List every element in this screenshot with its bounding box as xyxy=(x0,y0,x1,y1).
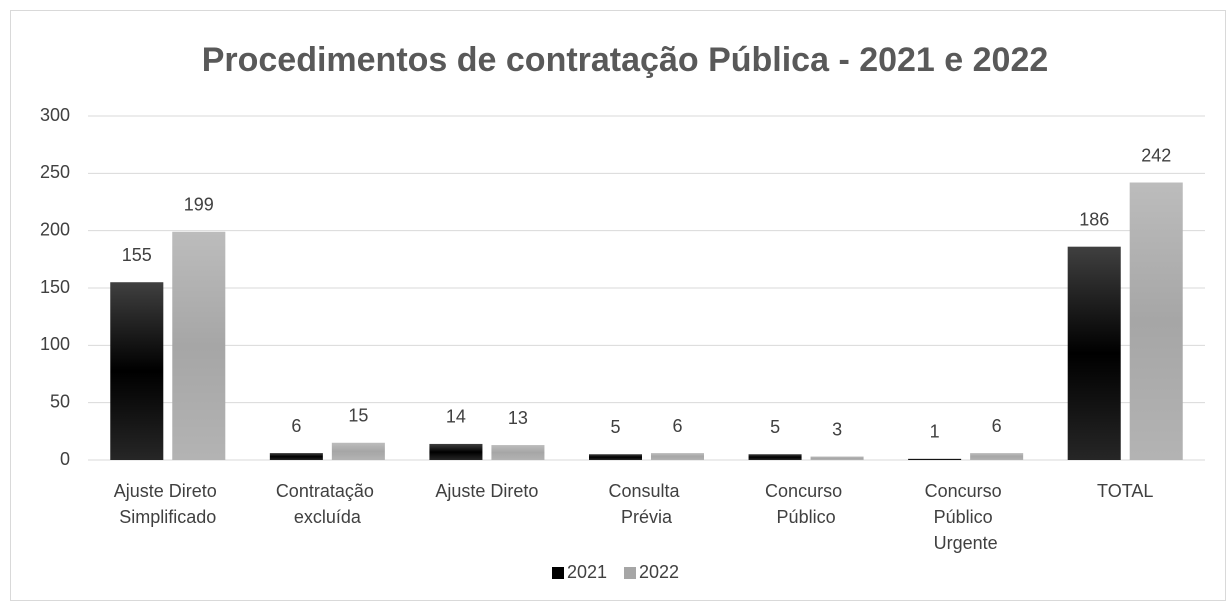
x-tick-label: TOTAL xyxy=(1097,481,1153,501)
data-label: 14 xyxy=(446,407,466,427)
legend-swatch xyxy=(624,567,636,579)
bar xyxy=(810,456,864,460)
bar xyxy=(1067,246,1121,460)
y-tick-label: 200 xyxy=(40,219,70,239)
data-label: 155 xyxy=(122,245,152,265)
bar xyxy=(970,453,1024,460)
legend-label: 2022 xyxy=(639,562,679,582)
data-label: 6 xyxy=(992,416,1002,436)
y-tick-label: 100 xyxy=(40,334,70,354)
data-label: 199 xyxy=(184,195,214,215)
bar xyxy=(748,454,802,460)
x-tick-label: Ajuste Direto xyxy=(435,481,538,501)
bar xyxy=(491,445,545,460)
x-tick-label: Contratação excluída xyxy=(276,481,379,527)
bar xyxy=(589,454,642,460)
y-tick-label: 250 xyxy=(40,162,70,182)
bar xyxy=(269,453,323,460)
x-tick-label: Ajuste Direto Simplificado xyxy=(114,481,222,527)
data-label: 15 xyxy=(348,406,368,426)
chart-title: Procedimentos de contratação Pública - 2… xyxy=(202,41,1049,79)
y-tick-label: 300 xyxy=(40,105,70,125)
data-label: 186 xyxy=(1079,209,1109,229)
x-tick-label: Concurso Público xyxy=(765,481,847,527)
y-tick-label: 0 xyxy=(60,449,70,469)
bar xyxy=(429,443,483,460)
x-tick-label: Consulta Prévia xyxy=(608,481,684,527)
data-label: 6 xyxy=(672,416,682,436)
y-tick-label: 150 xyxy=(40,277,70,297)
bar xyxy=(908,458,962,460)
bar xyxy=(651,453,704,460)
data-label: 13 xyxy=(508,408,528,428)
bar xyxy=(172,231,226,460)
bar xyxy=(1129,182,1183,461)
bar xyxy=(110,282,164,460)
bar xyxy=(331,442,385,460)
y-tick-label: 50 xyxy=(50,391,70,411)
data-label: 3 xyxy=(832,419,842,439)
data-label: 242 xyxy=(1141,145,1171,165)
data-label: 6 xyxy=(291,416,301,436)
legend-label: 2021 xyxy=(567,562,607,582)
x-tick-label: Concurso Público Urgente xyxy=(925,481,1007,553)
legend-swatch xyxy=(552,567,564,579)
data-label: 5 xyxy=(770,417,780,437)
data-label: 5 xyxy=(610,417,620,437)
data-label: 1 xyxy=(930,422,940,442)
